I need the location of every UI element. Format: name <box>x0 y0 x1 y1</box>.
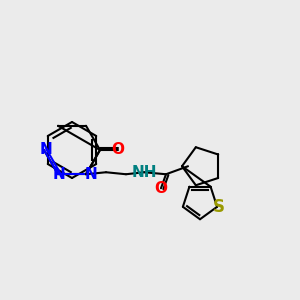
Text: N: N <box>85 167 98 182</box>
Text: O: O <box>112 142 124 158</box>
Text: N: N <box>52 167 65 182</box>
Text: N: N <box>40 142 52 157</box>
Text: S: S <box>213 198 225 216</box>
Text: O: O <box>154 181 167 196</box>
Text: NH: NH <box>131 165 157 180</box>
